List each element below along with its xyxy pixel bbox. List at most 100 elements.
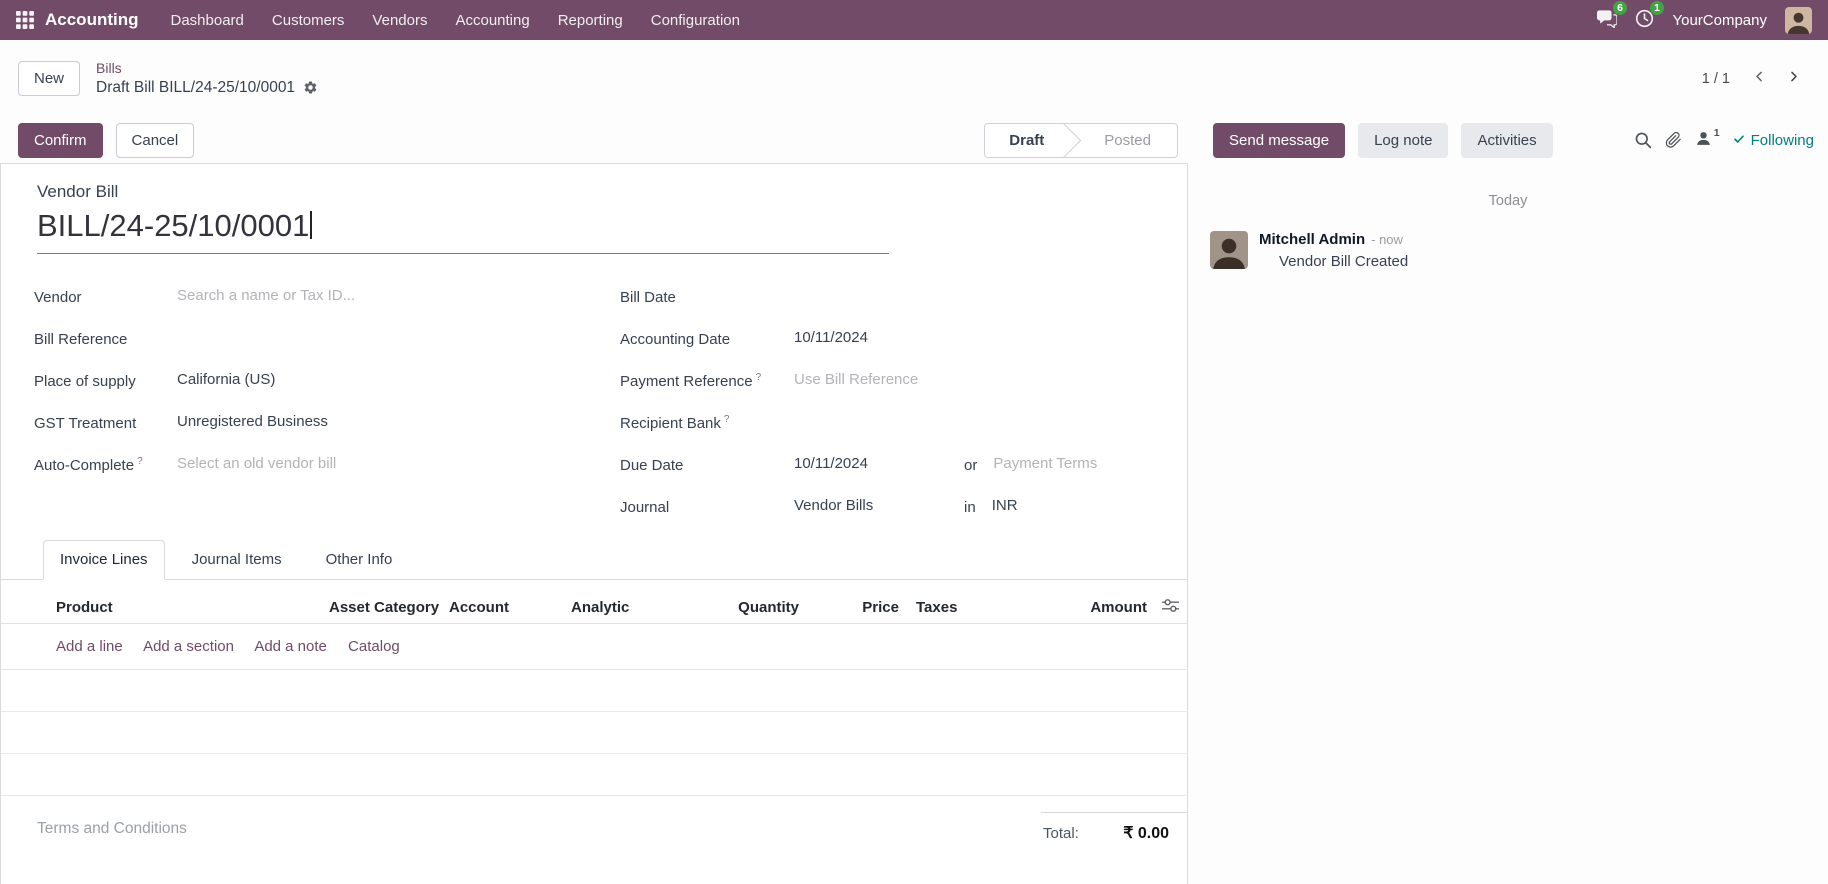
activities-menu-button[interactable]: 1 [1635, 0, 1665, 32]
status-posted[interactable]: Posted [1104, 131, 1151, 149]
messages-button[interactable]: 6 [1597, 0, 1628, 32]
column-price: Price [862, 599, 899, 617]
help-icon[interactable]: ? [723, 414, 730, 425]
status-arrow [1064, 124, 1084, 157]
chatter-panel: Today Mitchell Admin - now Vendor Bill C… [1188, 163, 1828, 884]
add-line-row: Add a line Add a section Add a note Cata… [1, 623, 1189, 670]
column-product: Product [56, 599, 113, 617]
menu-configuration[interactable]: Configuration [650, 11, 740, 29]
messages-badge: 6 [1612, 0, 1628, 15]
breadcrumb: Bills Draft Bill BILL/24-25/10/0001 [96, 60, 318, 97]
statusbar: Draft Posted [984, 122, 1178, 158]
activities-badge: 1 [1649, 0, 1665, 15]
author-avatar [1210, 231, 1248, 269]
due-date-input[interactable]: 10/11/2024 [794, 455, 868, 472]
gear-icon[interactable] [303, 80, 318, 95]
terms-and-conditions-input[interactable]: Terms and Conditions [37, 819, 187, 837]
place-of-supply-label: Place of supply [34, 372, 136, 390]
add-a-line-link[interactable]: Add a line [56, 637, 123, 655]
catalog-link[interactable]: Catalog [348, 637, 400, 655]
sheet-footer: Terms and Conditions Total: ₹ 0.00 [1, 811, 1187, 884]
recipient-bank-input[interactable] [794, 413, 854, 433]
tab-other-info[interactable]: Other Info [325, 551, 393, 568]
menu-vendors[interactable]: Vendors [372, 11, 428, 29]
currency-input[interactable]: INR [991, 497, 1018, 514]
accounting-date-label: Accounting Date [620, 330, 731, 348]
text-caret [310, 211, 313, 239]
due-date-label: Due Date [620, 456, 684, 474]
log-note-button[interactable]: Log note [1358, 122, 1449, 158]
pager-next-button[interactable] [1780, 66, 1806, 92]
place-of-supply-input[interactable]: California (US) [177, 371, 276, 388]
tab-invoice-lines[interactable]: Invoice Lines [43, 540, 165, 580]
table-header-row: Product Asset Category Account Analytic … [1, 593, 1189, 623]
add-a-note-link[interactable]: Add a note [254, 637, 327, 655]
journal-in-text: in [964, 498, 976, 516]
doc-type-label: Vendor Bill [37, 182, 119, 201]
cancel-button[interactable]: Cancel [115, 122, 195, 158]
vendor-input[interactable]: Search a name or Tax ID... [177, 287, 356, 304]
breadcrumb-bills-link[interactable]: Bills [96, 60, 122, 77]
message-text: Vendor Bill Created [1279, 253, 1409, 270]
vendor-label: Vendor [34, 288, 82, 306]
column-asset-category: Asset Category [329, 599, 440, 617]
auto-complete-input[interactable]: Select an old vendor bill [177, 455, 337, 472]
app-name[interactable]: Accounting [45, 10, 139, 29]
form-sheet: Vendor Bill BILL/24-25/10/0001 Vendor Se… [0, 163, 1189, 884]
help-icon[interactable]: ? [137, 456, 143, 467]
pager-prev-button[interactable] [1746, 66, 1772, 92]
company-switcher[interactable]: YourCompany [1672, 11, 1767, 29]
tab-journal-items[interactable]: Journal Items [191, 551, 282, 568]
activities-button[interactable]: Activities [1461, 122, 1553, 158]
payment-reference-input[interactable]: Use Bill Reference [794, 371, 919, 388]
pager-count: 1 / 1 [1701, 70, 1730, 87]
accounting-date-input[interactable]: 10/11/2024 [794, 329, 868, 346]
due-date-or-text: or [964, 456, 978, 474]
following-toggle[interactable]: Following [1733, 132, 1814, 149]
payment-terms-input[interactable]: Payment Terms [993, 455, 1098, 472]
gst-treatment-label: GST Treatment [34, 414, 137, 432]
following-label: Following [1750, 131, 1814, 149]
doc-name-text: BILL/24-25/10/0001 [37, 208, 310, 243]
column-account: Account [449, 599, 509, 617]
confirm-button[interactable]: Confirm [18, 122, 103, 158]
breadcrumb-current: Draft Bill BILL/24-25/10/0001 [96, 78, 296, 96]
column-amount: Amount [1090, 599, 1147, 617]
empty-line-row [1, 711, 1189, 754]
status-draft[interactable]: Draft [1009, 131, 1045, 149]
bill-date-input[interactable] [794, 287, 854, 307]
attachments-icon[interactable] [1665, 131, 1682, 149]
menu-dashboard[interactable]: Dashboard [170, 11, 244, 29]
journal-input[interactable]: Vendor Bills [794, 497, 874, 514]
new-button[interactable]: New [18, 61, 81, 96]
auto-complete-label: Auto-Complete? [34, 456, 143, 474]
author-name[interactable]: Mitchell Admin [1259, 231, 1366, 248]
total-value: ₹ 0.00 [1123, 824, 1169, 842]
apps-grid-icon[interactable] [16, 11, 34, 29]
doc-name-input[interactable]: BILL/24-25/10/0001 [37, 208, 889, 254]
gst-treatment-input[interactable]: Unregistered Business [177, 413, 328, 430]
check-icon [1733, 132, 1745, 149]
menu-reporting[interactable]: Reporting [557, 11, 623, 29]
app-switcher[interactable]: Accounting [16, 10, 139, 30]
followers-button[interactable]: 1 [1695, 127, 1720, 151]
menu-accounting[interactable]: Accounting [455, 11, 530, 29]
chevron-left-icon [1752, 69, 1767, 88]
empty-line-row [1, 753, 1189, 796]
column-taxes: Taxes [916, 599, 958, 617]
invoice-lines-table: Product Asset Category Account Analytic … [1, 593, 1189, 796]
bill-reference-input[interactable] [177, 329, 237, 349]
help-icon[interactable]: ? [755, 372, 762, 383]
follower-person-icon [1695, 130, 1712, 151]
menu-customers[interactable]: Customers [271, 11, 345, 29]
empty-line-row [1, 669, 1189, 712]
control-panel: New Bills Draft Bill BILL/24-25/10/0001 … [0, 40, 1828, 117]
add-a-section-link[interactable]: Add a section [143, 637, 234, 655]
payment-reference-label: Payment Reference? [620, 372, 762, 390]
field-grid: Vendor Search a name or Tax ID... Bill R… [34, 276, 1151, 528]
search-messages-icon[interactable] [1634, 131, 1652, 149]
user-avatar[interactable] [1785, 6, 1812, 34]
send-message-button[interactable]: Send message [1213, 122, 1346, 158]
optional-columns-icon[interactable] [1161, 599, 1179, 617]
date-divider: Today [1488, 193, 1528, 209]
